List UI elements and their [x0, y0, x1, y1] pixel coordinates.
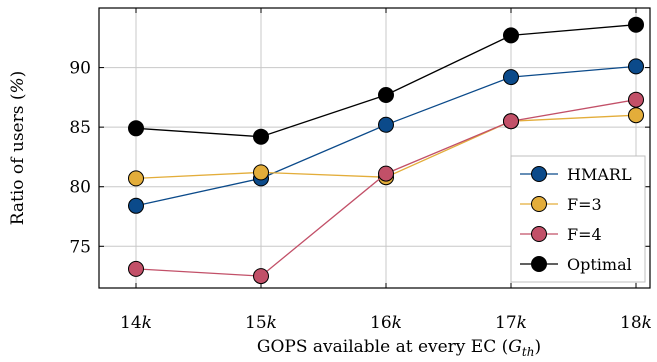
data-point	[503, 27, 519, 44]
series-f-4	[128, 91, 644, 285]
legend-item: F=4	[520, 225, 602, 244]
y-tick-label: 85	[69, 118, 91, 138]
x-tick-label: 16k	[370, 313, 402, 333]
legend-marker	[531, 196, 547, 212]
data-point	[128, 120, 144, 137]
data-point	[628, 91, 644, 108]
x-tick-label: 17k	[495, 313, 527, 333]
data-point	[128, 170, 144, 187]
y-tick-label: 80	[69, 178, 91, 198]
series-optimal	[128, 16, 644, 145]
y-axis-label: Ratio of users (%)	[8, 71, 28, 226]
legend-item: HMARL	[520, 165, 632, 184]
data-point	[628, 107, 644, 124]
data-point	[253, 128, 269, 145]
legend-marker	[531, 166, 547, 182]
legend-label: HMARL	[567, 165, 632, 184]
data-point	[253, 164, 269, 181]
data-point	[378, 116, 394, 133]
legend-label: F=3	[567, 195, 602, 214]
x-axis-label: GOPS available at every EC (Gth)	[257, 337, 541, 359]
legend: HMARL F=3 F=4 Optimal	[510, 155, 646, 283]
data-point	[503, 69, 519, 86]
axis-ticks	[99, 8, 650, 288]
legend-marker	[531, 226, 547, 242]
plot-frame	[98, 7, 651, 289]
legend-label: F=4	[567, 225, 602, 244]
data-point	[128, 197, 144, 214]
data-point	[128, 260, 144, 277]
y-tick-label: 75	[69, 237, 91, 257]
x-tick-label: 18k	[620, 313, 652, 333]
data-point	[253, 268, 269, 285]
x-tick-labels: 14k 15k 16k 17k 18k	[120, 313, 652, 333]
y-tick-labels: 75 80 85 90	[69, 59, 91, 258]
x-tick-label: 14k	[120, 313, 152, 333]
data-point	[378, 87, 394, 103]
y-tick-label: 90	[69, 59, 91, 79]
legend-item: Optimal	[520, 255, 632, 274]
legend-item: F=3	[520, 195, 602, 214]
legend-marker	[531, 256, 547, 272]
x-tick-label: 15k	[245, 313, 277, 333]
legend-label: Optimal	[567, 255, 632, 274]
data-point	[503, 113, 519, 130]
series-lines	[128, 16, 644, 285]
data-point	[378, 165, 394, 182]
series-hmarl	[128, 58, 644, 214]
data-point	[628, 58, 644, 75]
data-point	[628, 16, 644, 33]
